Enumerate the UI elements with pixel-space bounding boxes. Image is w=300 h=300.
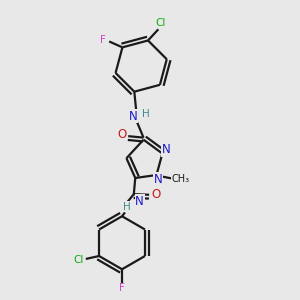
Text: N: N	[161, 143, 170, 157]
Text: F: F	[119, 284, 125, 293]
Text: F: F	[100, 35, 106, 45]
Text: N: N	[129, 110, 138, 123]
Text: O: O	[151, 188, 160, 201]
Text: O: O	[117, 128, 126, 141]
Text: Cl: Cl	[73, 255, 84, 266]
Text: Cl: Cl	[155, 18, 166, 28]
Text: CH₃: CH₃	[172, 174, 190, 184]
Text: N: N	[135, 195, 144, 208]
Text: N: N	[154, 173, 162, 186]
Text: H: H	[123, 202, 130, 212]
Text: H: H	[142, 109, 150, 119]
